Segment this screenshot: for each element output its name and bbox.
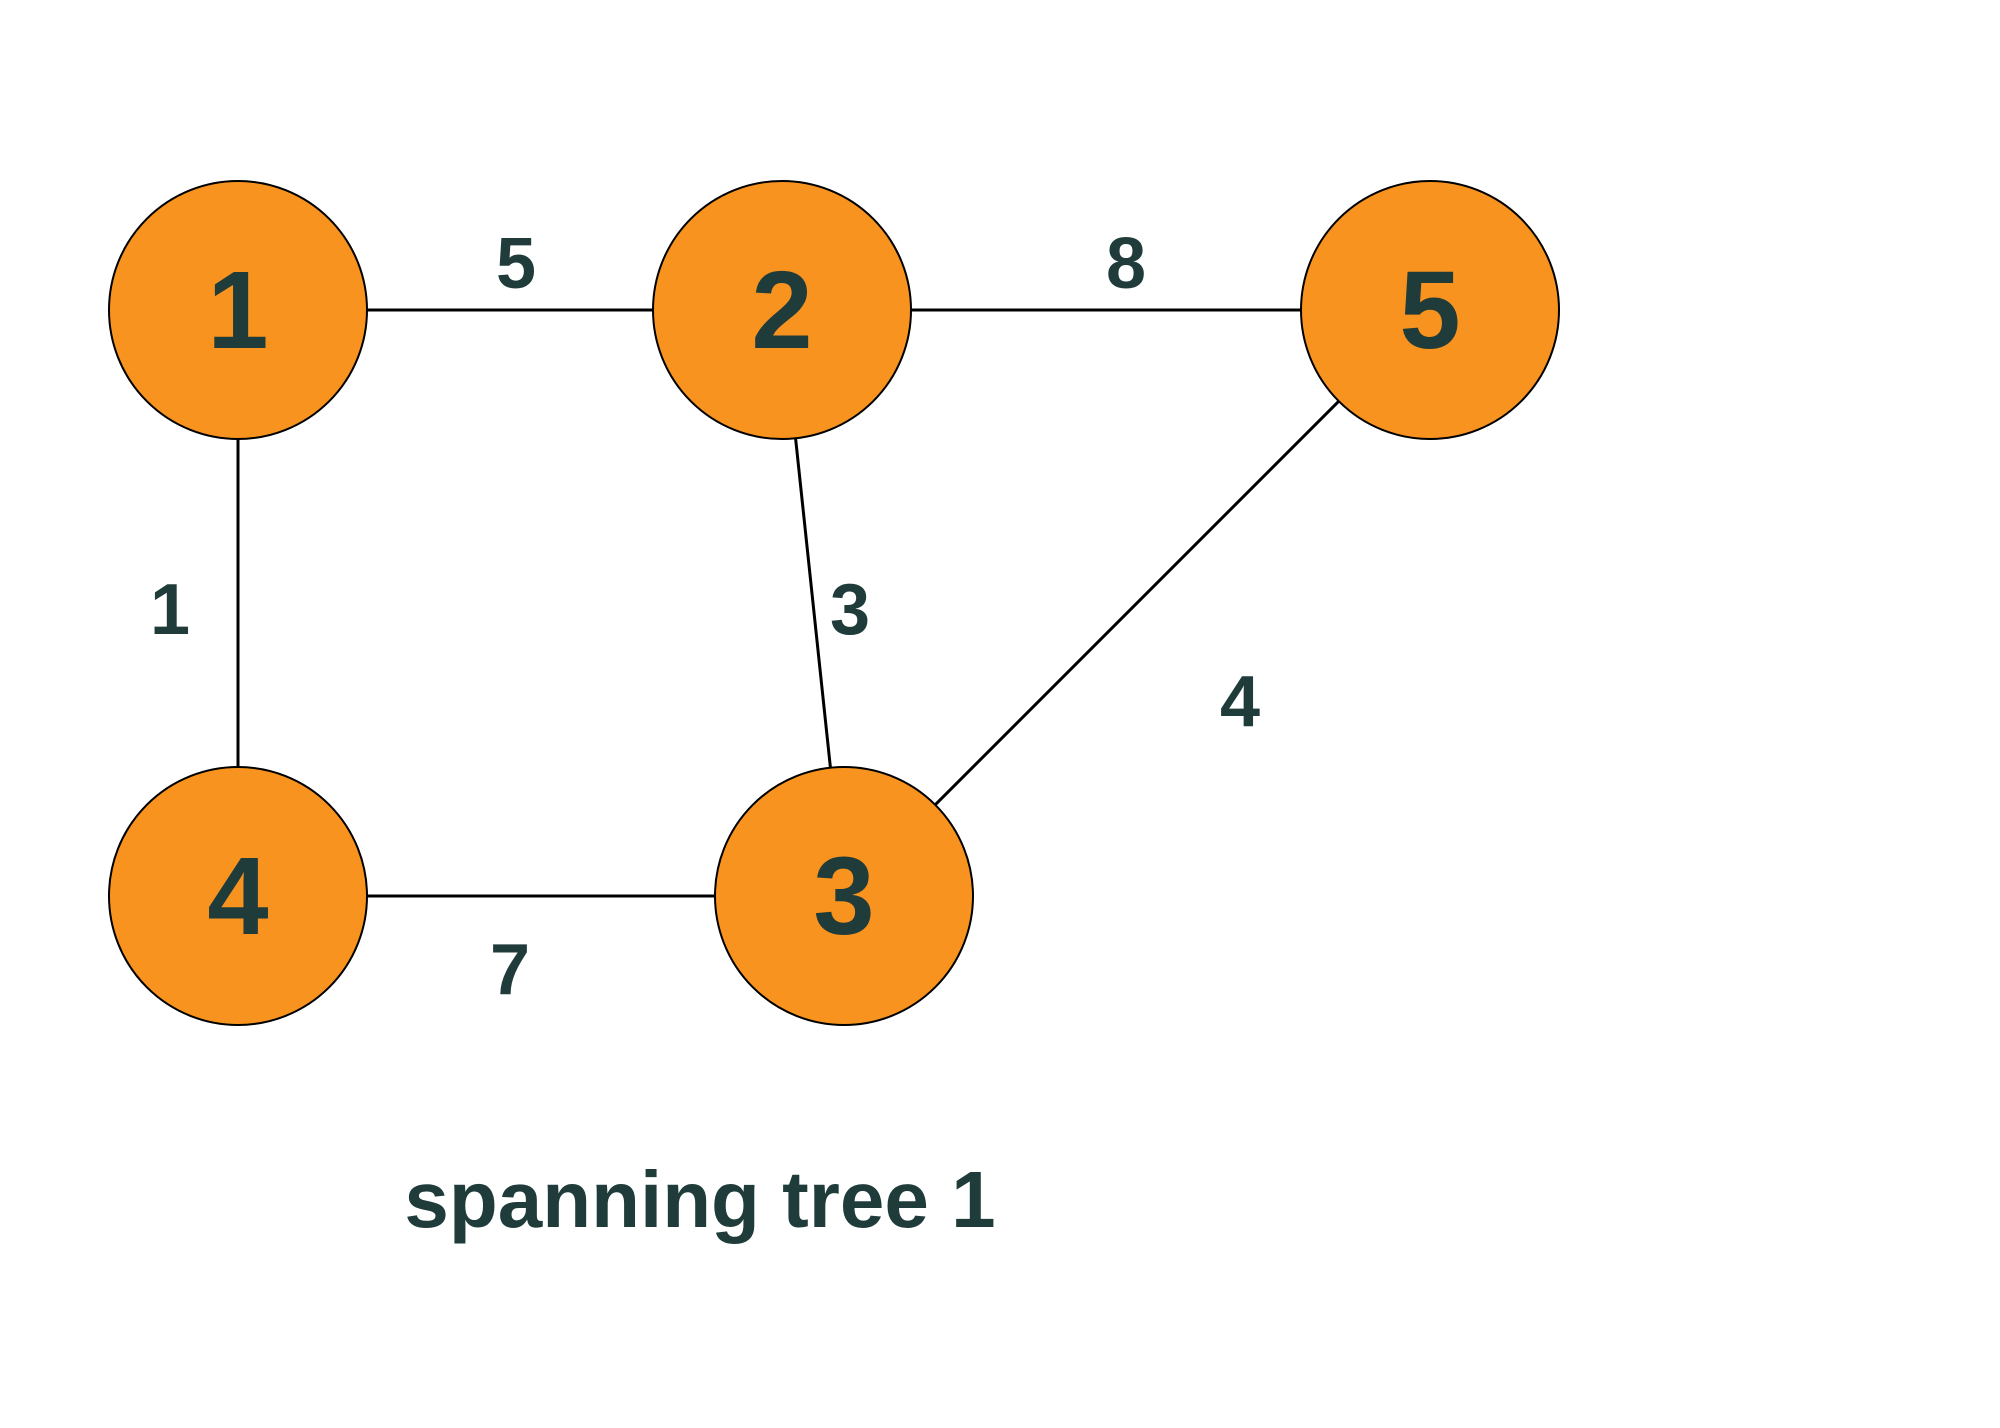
edge-weight-n1-n4: 1	[150, 569, 190, 651]
node-label: 4	[207, 833, 268, 960]
node-label: 2	[751, 247, 812, 374]
node-5: 5	[1300, 180, 1560, 440]
edge-weight-n2-n3: 3	[830, 569, 870, 651]
edge-weight-n5-n3: 4	[1220, 661, 1260, 743]
node-1: 1	[108, 180, 368, 440]
node-4: 4	[108, 766, 368, 1026]
node-label: 1	[207, 247, 268, 374]
node-3: 3	[714, 766, 974, 1026]
edge-weight-n2-n5: 8	[1106, 223, 1146, 305]
node-2: 2	[652, 180, 912, 440]
node-label: 3	[813, 833, 874, 960]
edge-weight-n1-n2: 5	[496, 223, 536, 305]
diagram-caption: spanning tree 1	[404, 1154, 995, 1246]
node-label: 5	[1399, 247, 1460, 374]
edge-weight-n4-n3: 7	[490, 929, 530, 1011]
diagram-canvas: 1 2 5 4 3 5 8 1 3 4 7 spanning tree 1	[0, 0, 2000, 1428]
